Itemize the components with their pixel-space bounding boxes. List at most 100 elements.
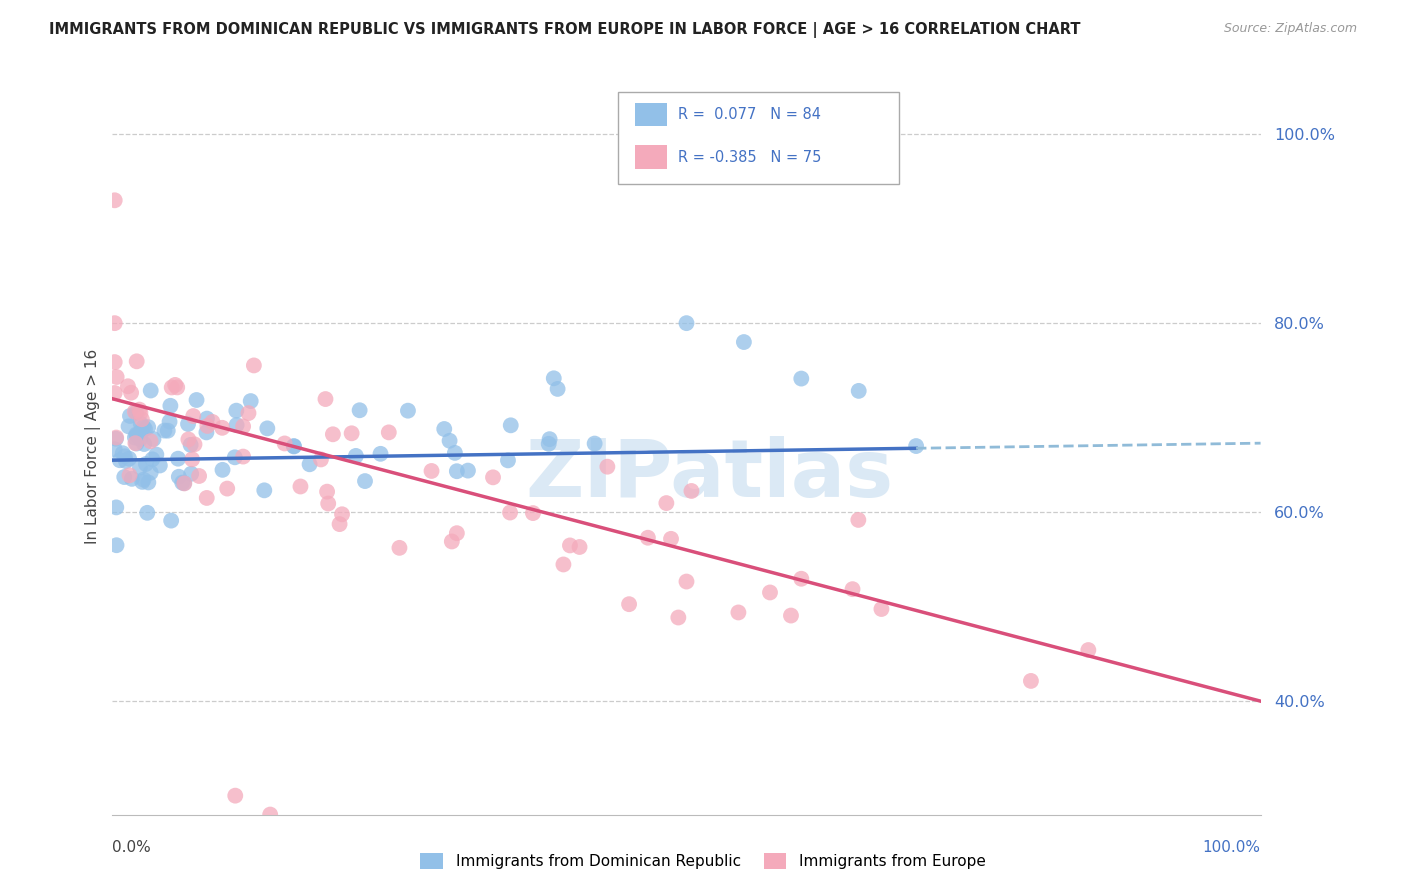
Point [160, 514, 183, 528]
Point [675, 574, 697, 589]
Point [124, 436, 146, 450]
Point [617, 597, 640, 611]
Point [273, 436, 295, 450]
Point [538, 432, 561, 446]
Point [195, 491, 218, 505]
Point [225, 417, 247, 432]
Point [329, 517, 352, 532]
Point [446, 464, 468, 478]
Point [388, 541, 411, 555]
Point [283, 439, 305, 453]
Point [115, 454, 138, 468]
Point [195, 425, 218, 440]
Point [129, 460, 152, 475]
Point [125, 354, 148, 368]
Bar [636, 103, 666, 127]
Point [659, 532, 682, 546]
Point [290, 479, 312, 493]
Point [139, 434, 162, 449]
Point [134, 422, 156, 436]
Point [125, 427, 148, 442]
Point [167, 451, 190, 466]
Point [129, 417, 152, 431]
Point [104, 432, 127, 446]
Point [128, 402, 150, 417]
Point [238, 406, 260, 420]
Point [1019, 673, 1042, 688]
Point [153, 424, 176, 438]
Point [547, 382, 569, 396]
Bar [636, 145, 666, 169]
Point [167, 469, 190, 483]
Point [118, 409, 141, 423]
Point [253, 483, 276, 498]
Legend: Immigrants from Dominican Republic, Immigrants from Europe: Immigrants from Dominican Republic, Immi… [415, 847, 991, 875]
Point [780, 608, 803, 623]
Point [727, 606, 749, 620]
Point [104, 316, 127, 330]
Y-axis label: In Labor Force | Age > 16: In Labor Force | Age > 16 [86, 349, 101, 543]
Point [125, 406, 148, 420]
Text: R =  0.077   N = 84: R = 0.077 N = 84 [679, 107, 821, 122]
Point [186, 392, 208, 407]
Point [583, 436, 606, 450]
Point [330, 508, 353, 522]
Point [259, 807, 281, 822]
Point [439, 434, 461, 448]
Point [105, 370, 128, 384]
Point [232, 419, 254, 434]
Point [177, 417, 200, 431]
Text: Source: ZipAtlas.com: Source: ZipAtlas.com [1223, 22, 1357, 36]
Point [322, 427, 344, 442]
Point [790, 572, 813, 586]
Text: ZIPatlas: ZIPatlas [526, 436, 894, 515]
Point [239, 394, 262, 409]
Point [637, 531, 659, 545]
Point [499, 418, 522, 433]
Point [125, 436, 148, 450]
Point [159, 415, 181, 429]
Point [180, 438, 202, 452]
Point [378, 425, 401, 440]
Point [224, 450, 246, 465]
Point [159, 399, 181, 413]
Text: IMMIGRANTS FROM DOMINICAN REPUBLIC VS IMMIGRANTS FROM EUROPE IN LABOR FORCE | AG: IMMIGRANTS FROM DOMINICAN REPUBLIC VS IM… [49, 22, 1081, 38]
Point [124, 431, 146, 445]
Point [139, 384, 162, 398]
Point [172, 475, 194, 490]
Point [138, 475, 160, 490]
Point [759, 585, 782, 599]
Point [846, 513, 869, 527]
FancyBboxPatch shape [617, 92, 898, 185]
Point [180, 467, 202, 481]
Point [340, 426, 363, 441]
Point [666, 610, 689, 624]
Point [183, 437, 205, 451]
Point [127, 428, 149, 442]
Point [188, 469, 211, 483]
Point [117, 419, 139, 434]
Point [256, 421, 278, 435]
Point [131, 412, 153, 426]
Point [165, 378, 187, 392]
Point [1077, 643, 1099, 657]
Point [482, 470, 505, 484]
Point [139, 466, 162, 480]
Point [790, 371, 813, 385]
Point [225, 403, 247, 417]
Point [370, 447, 392, 461]
Point [870, 602, 893, 616]
Text: 100.0%: 100.0% [1202, 839, 1261, 855]
Point [142, 432, 165, 446]
Point [537, 437, 560, 451]
Point [349, 403, 371, 417]
Point [160, 380, 183, 394]
Point [224, 789, 246, 803]
Point [118, 451, 141, 466]
Point [733, 334, 755, 349]
Point [315, 826, 337, 840]
Point [232, 450, 254, 464]
Point [446, 526, 468, 541]
Point [675, 316, 697, 330]
Point [243, 359, 266, 373]
